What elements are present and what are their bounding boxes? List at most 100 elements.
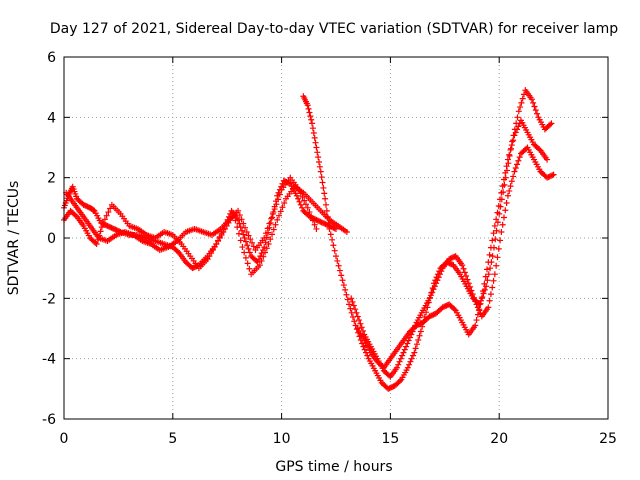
data-point <box>408 355 415 362</box>
data-point <box>313 225 320 232</box>
data-point <box>411 349 418 356</box>
data-point <box>489 253 496 260</box>
data-point <box>472 322 479 329</box>
data-point <box>206 253 213 260</box>
data-point <box>478 295 485 302</box>
data-point <box>401 346 408 353</box>
data-point <box>261 244 268 251</box>
data-point <box>324 213 331 220</box>
data-point <box>430 286 437 293</box>
data-point <box>476 306 483 313</box>
data-point <box>358 324 365 331</box>
data-point <box>330 224 337 231</box>
data-point <box>396 377 403 384</box>
data-point <box>269 231 276 238</box>
data-point <box>405 337 412 344</box>
data-point <box>433 280 440 287</box>
data-point <box>407 358 414 365</box>
data-point <box>360 343 367 350</box>
data-point <box>528 96 535 103</box>
data-point <box>297 201 304 208</box>
data-point <box>270 226 277 233</box>
data-point <box>387 384 394 391</box>
data-point <box>493 227 500 234</box>
data-point <box>237 237 244 244</box>
data-point <box>514 161 521 168</box>
data-point <box>103 222 110 229</box>
data-point <box>329 236 336 243</box>
data-point <box>498 228 505 235</box>
data-point <box>498 189 505 196</box>
data-point <box>504 192 511 199</box>
data-point <box>403 343 410 350</box>
data-point <box>267 236 274 243</box>
data-point <box>518 99 525 106</box>
data-point <box>450 254 457 261</box>
data-point <box>240 220 247 227</box>
data-point <box>503 200 510 207</box>
data-point <box>93 241 100 248</box>
data-point <box>516 120 523 127</box>
data-point <box>464 276 471 283</box>
data-point <box>316 158 323 165</box>
data-point <box>297 190 304 197</box>
data-point <box>489 284 496 291</box>
data-point <box>512 129 519 136</box>
data-point <box>468 287 475 294</box>
y-tick-label: -6 <box>42 412 56 428</box>
data-point <box>92 239 99 246</box>
data-point <box>306 209 313 216</box>
data-point <box>346 301 353 308</box>
x-tick-label: 5 <box>168 431 177 447</box>
data-point <box>107 205 114 212</box>
data-point <box>190 264 197 271</box>
data-point <box>334 257 341 264</box>
data-point <box>350 302 357 309</box>
data-point <box>213 241 220 248</box>
data-point <box>269 214 276 221</box>
data-point <box>262 239 269 246</box>
data-point <box>473 301 480 308</box>
data-point <box>515 108 522 115</box>
data-point <box>269 210 276 217</box>
data-point <box>243 228 250 235</box>
data-point <box>83 203 90 210</box>
data-point <box>519 95 526 102</box>
data-point <box>515 123 522 130</box>
data-point <box>262 249 269 256</box>
data-point <box>430 311 437 318</box>
data-point <box>250 243 257 250</box>
data-point <box>84 203 91 210</box>
data-point <box>97 228 104 235</box>
data-point <box>275 212 282 219</box>
data-point <box>357 320 364 327</box>
data-point <box>306 109 313 116</box>
data-point <box>311 221 318 228</box>
data-point <box>491 271 498 278</box>
data-point <box>318 174 325 181</box>
data-point <box>523 145 530 152</box>
data-point <box>325 219 332 226</box>
data-point <box>400 349 407 356</box>
data-point <box>90 207 97 214</box>
data-point <box>304 102 311 109</box>
data-point <box>549 172 556 179</box>
data-point <box>274 192 281 199</box>
data-point <box>442 303 449 310</box>
data-point <box>218 231 225 238</box>
data-point <box>359 340 366 347</box>
data-point <box>249 239 256 246</box>
data-point <box>514 114 521 121</box>
data-point <box>323 207 330 214</box>
y-tick-label: 6 <box>47 50 56 66</box>
data-point <box>310 130 317 137</box>
data-point <box>356 317 363 324</box>
data-point <box>545 174 552 181</box>
x-tick-label: 10 <box>273 431 291 447</box>
y-tick-label: 0 <box>47 231 56 247</box>
data-point <box>473 317 480 324</box>
data-point <box>105 223 112 230</box>
data-point <box>494 219 501 226</box>
data-point <box>467 283 474 290</box>
